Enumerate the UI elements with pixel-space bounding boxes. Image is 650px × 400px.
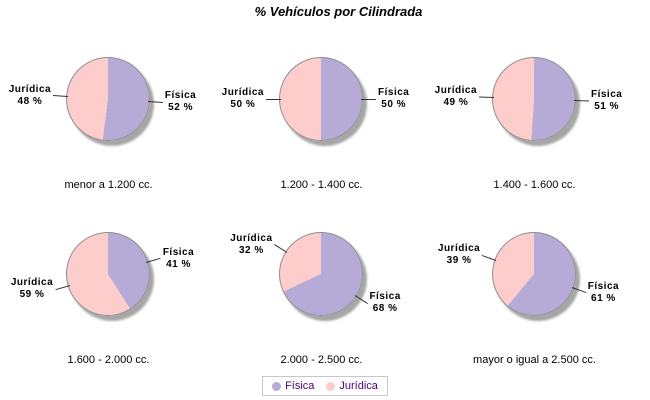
legend-label-fisica: Física [285,380,315,392]
pie-1200-1400 [279,57,363,141]
pie-menor-1200 [66,57,150,141]
slice-name: Jurídica [221,87,264,98]
slice-percentage: 51 % [594,100,620,112]
legend-item-juridica: Jurídica [326,380,378,392]
slice-name: Física [378,87,410,98]
slice-percentage: 68 % [372,303,398,315]
slice-percentage: 50 % [381,99,407,110]
callout-line [147,101,163,103]
slice-percentage: 39 % [446,255,472,267]
slice-label: Física 52 % [165,90,196,114]
slice-name: Física [164,90,197,102]
callout-line [274,244,288,253]
slice-percentage: 50 % [230,99,256,110]
pie-1400-1600 [492,57,576,141]
chart-caption: mayor o igual a 2.500 cc. [473,354,596,366]
pie-chart-1600-2000: 1.600 - 2.000 cc. Física 41 % Jurídica 59 % [2,213,215,388]
slice-name: Física [587,280,620,292]
legend: Física Jurídica [0,376,650,396]
callout-line [571,287,586,294]
slice-label: Física 41 % [163,247,194,271]
pie-grid: menor a 1.200 cc. Física 52 % Jurídica 48 %… [2,38,641,388]
chart-caption: menor a 1.200 cc. [64,179,153,191]
slice-percentage: 61 % [591,292,616,304]
chart-caption: 1.600 - 2.000 cc. [67,354,150,366]
callout-line [53,95,69,97]
slice-label: Física 61 % [588,281,619,305]
slice-label: Jurídica 39 % [438,243,480,267]
slice-label: Física 51 % [591,89,622,113]
slice-percentage: 59 % [19,289,45,301]
slice-name: Jurídica [230,232,273,244]
slice-label: Jurídica 48 % [9,84,51,108]
legend-item-fisica: Física [272,380,314,392]
slice-label: Física 50 % [378,87,409,111]
chart-caption: 1.400 - 1.600 cc. [493,179,576,191]
slice-label: Jurídica 32 % [230,233,272,257]
pie-chart-mayor-2500: mayor o igual a 2.500 cc. Física 61 % Jurí… [428,213,641,388]
legend-label-juridica: Jurídica [339,380,378,392]
slice-name: Jurídica [437,243,481,255]
slice-label: Jurídica 50 % [222,87,264,111]
callout-line [573,99,589,102]
pie-chart-menor-1200: menor a 1.200 cc. Física 52 % Jurídica 48 % [2,38,215,213]
slice-percentage: 48 % [17,95,43,107]
chart-caption: 2.000 - 2.500 cc. [280,354,363,366]
slice-name: Física [162,246,195,258]
chart-caption: 1.200 - 1.400 cc. [280,179,363,191]
callout-line [266,98,281,100]
fisica-swatch-icon [272,381,282,391]
pie-chart-2000-2500: 2.000 - 2.500 cc. Física 68 % Jurídica 32 % [215,213,428,388]
page-title: % Vehículos por Cilindrada [254,4,423,19]
legend-box: Física Jurídica [262,376,388,396]
slice-percentage: 52 % [168,102,193,114]
pie-chart-1400-1600: 1.400 - 1.600 cc. Física 51 % Jurídica 49 % [428,38,641,213]
slice-name: Jurídica [8,83,52,95]
slice-label: Jurídica 49 % [435,85,477,109]
juridica-swatch-icon [326,381,336,391]
slice-name: Física [590,88,623,100]
slice-percentage: 32 % [238,244,264,256]
callout-line [361,98,376,100]
pie-chart-1200-1400: 1.200 - 1.400 cc. Física 50 % Jurídica 50 % [215,38,428,213]
slice-label: Jurídica 59 % [11,277,53,301]
slice-label: Física 68 % [369,291,400,315]
pie-1600-2000 [66,232,150,316]
slice-name: Física [369,291,401,303]
slice-name: Jurídica [10,277,54,289]
slice-percentage: 41 % [166,258,191,270]
pie-mayor-2500 [492,232,576,316]
pie-2000-2500 [279,232,363,316]
callout-line [354,294,368,304]
slice-name: Jurídica [434,85,478,97]
slice-percentage: 49 % [443,97,469,109]
